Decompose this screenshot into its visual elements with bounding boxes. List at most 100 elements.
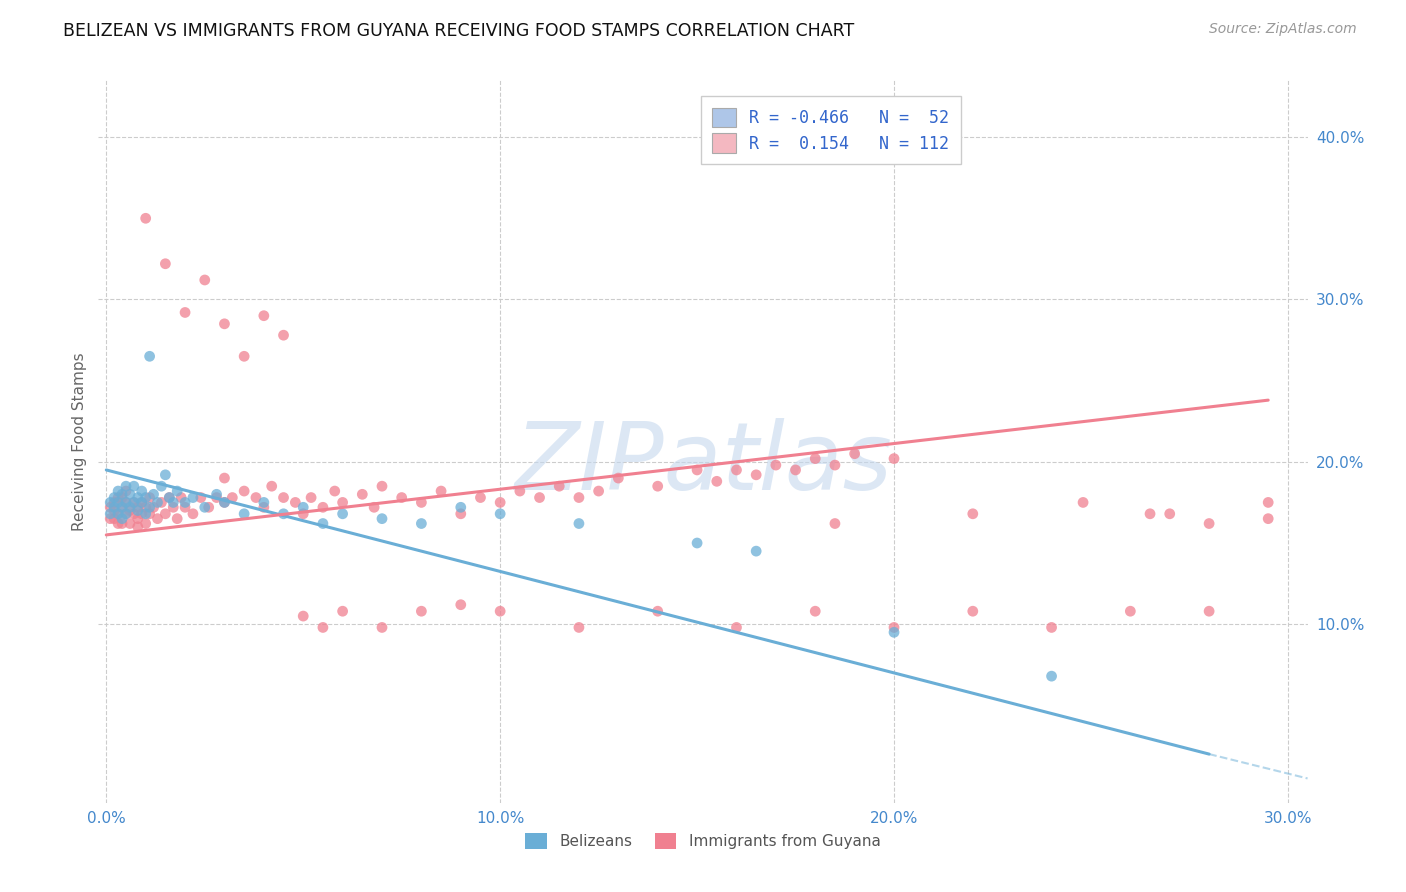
Point — [371, 620, 394, 634]
Point — [131, 495, 153, 509]
Text: BELIZEAN VS IMMIGRANTS FROM GUYANA RECEIVING FOOD STAMPS CORRELATION CHART: BELIZEAN VS IMMIGRANTS FROM GUYANA RECEI… — [63, 22, 855, 40]
Point — [1119, 604, 1142, 618]
Point — [107, 484, 129, 499]
Point — [155, 507, 177, 521]
Point — [292, 609, 315, 624]
Point — [142, 500, 165, 515]
Point — [205, 491, 228, 505]
Point — [883, 620, 905, 634]
Point — [1040, 620, 1063, 634]
Point — [214, 495, 236, 509]
Point — [824, 516, 846, 531]
Point — [647, 604, 669, 618]
Point — [363, 500, 385, 515]
Point — [131, 495, 153, 509]
Point — [107, 507, 129, 521]
Point — [135, 500, 157, 515]
Point — [111, 500, 134, 515]
Point — [127, 511, 149, 525]
Point — [111, 516, 134, 531]
Point — [371, 511, 394, 525]
Point — [332, 604, 354, 618]
Point — [131, 507, 153, 521]
Point — [127, 503, 149, 517]
Point — [804, 451, 827, 466]
Point — [174, 305, 197, 319]
Point — [725, 463, 748, 477]
Point — [181, 507, 204, 521]
Point — [103, 511, 125, 525]
Point — [111, 491, 134, 505]
Point — [883, 625, 905, 640]
Point — [292, 507, 315, 521]
Text: Source: ZipAtlas.com: Source: ZipAtlas.com — [1209, 22, 1357, 37]
Point — [146, 495, 169, 509]
Point — [221, 491, 243, 505]
Point — [131, 484, 153, 499]
Point — [284, 495, 307, 509]
Point — [190, 491, 212, 505]
Point — [98, 500, 121, 515]
Point — [135, 507, 157, 521]
Point — [98, 495, 121, 509]
Point — [430, 484, 453, 499]
Point — [568, 491, 591, 505]
Point — [122, 495, 145, 509]
Point — [127, 500, 149, 515]
Point — [299, 491, 322, 505]
Point — [588, 484, 610, 499]
Point — [98, 511, 121, 525]
Point — [135, 516, 157, 531]
Point — [785, 463, 807, 477]
Point — [568, 620, 591, 634]
Point — [745, 544, 768, 558]
Point — [162, 500, 184, 515]
Point — [157, 491, 180, 505]
Point — [292, 500, 315, 515]
Point — [686, 536, 709, 550]
Point — [118, 487, 141, 501]
Point — [122, 507, 145, 521]
Point — [146, 511, 169, 525]
Point — [450, 500, 472, 515]
Point — [103, 500, 125, 515]
Point — [844, 447, 866, 461]
Point — [765, 458, 787, 472]
Point — [142, 487, 165, 501]
Point — [312, 500, 335, 515]
Point — [103, 503, 125, 517]
Point — [138, 507, 160, 521]
Point — [1040, 669, 1063, 683]
Point — [127, 491, 149, 505]
Point — [111, 511, 134, 525]
Point — [962, 604, 984, 618]
Point — [107, 495, 129, 509]
Point — [253, 495, 276, 509]
Point — [118, 500, 141, 515]
Point — [312, 516, 335, 531]
Point — [312, 620, 335, 634]
Point — [509, 484, 531, 499]
Point — [647, 479, 669, 493]
Point — [135, 491, 157, 505]
Point — [245, 491, 267, 505]
Point — [411, 516, 433, 531]
Point — [1257, 495, 1279, 509]
Point — [155, 467, 177, 482]
Point — [1159, 507, 1181, 521]
Y-axis label: Receiving Food Stamps: Receiving Food Stamps — [72, 352, 87, 531]
Point — [214, 317, 236, 331]
Point — [529, 491, 551, 505]
Point — [260, 479, 283, 493]
Point — [233, 507, 256, 521]
Point — [450, 598, 472, 612]
Point — [1198, 604, 1220, 618]
Point — [725, 620, 748, 634]
Legend: Belizeans, Immigrants from Guyana: Belizeans, Immigrants from Guyana — [517, 825, 889, 856]
Point — [103, 491, 125, 505]
Point — [205, 487, 228, 501]
Point — [155, 257, 177, 271]
Point — [150, 479, 173, 493]
Point — [122, 495, 145, 509]
Point — [115, 484, 138, 499]
